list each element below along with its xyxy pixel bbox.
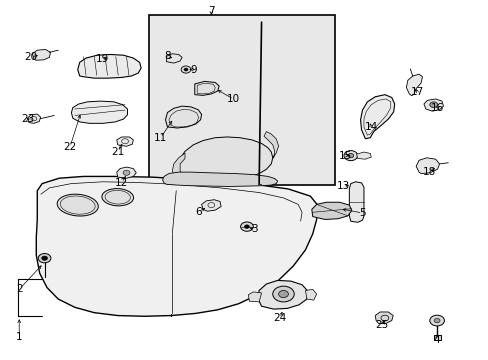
Circle shape <box>429 315 444 326</box>
Text: 24: 24 <box>272 313 285 323</box>
Circle shape <box>272 286 294 302</box>
Circle shape <box>433 319 439 323</box>
Circle shape <box>183 68 187 71</box>
Polygon shape <box>311 202 351 220</box>
Text: 10: 10 <box>227 94 240 104</box>
Circle shape <box>170 55 177 60</box>
Polygon shape <box>248 292 261 302</box>
Polygon shape <box>423 99 443 111</box>
Text: 16: 16 <box>429 103 443 113</box>
Text: 8: 8 <box>164 51 170 61</box>
Polygon shape <box>305 289 316 300</box>
Polygon shape <box>172 153 185 184</box>
Polygon shape <box>162 172 277 186</box>
Text: 21: 21 <box>111 147 124 157</box>
Text: 14: 14 <box>364 122 377 132</box>
Text: 25: 25 <box>375 320 388 330</box>
Polygon shape <box>360 95 394 139</box>
Polygon shape <box>36 176 317 316</box>
Circle shape <box>38 253 51 263</box>
Text: 15: 15 <box>339 150 352 161</box>
Polygon shape <box>71 101 127 123</box>
Text: 7: 7 <box>207 6 214 16</box>
Text: 19: 19 <box>95 54 108 64</box>
Circle shape <box>343 150 357 161</box>
Polygon shape <box>356 152 370 159</box>
Text: 11: 11 <box>154 133 167 143</box>
Polygon shape <box>406 74 422 96</box>
Polygon shape <box>32 49 50 60</box>
Bar <box>433 335 440 339</box>
Ellipse shape <box>102 189 133 206</box>
Polygon shape <box>166 54 182 63</box>
Text: 2: 2 <box>16 284 22 294</box>
Text: 9: 9 <box>190 64 196 75</box>
Polygon shape <box>194 81 219 95</box>
Circle shape <box>181 66 190 73</box>
Polygon shape <box>78 54 141 78</box>
Polygon shape <box>348 182 363 222</box>
Text: 4: 4 <box>433 334 440 345</box>
Polygon shape <box>374 312 392 323</box>
Polygon shape <box>117 167 136 178</box>
Text: 6: 6 <box>194 207 201 217</box>
Text: 22: 22 <box>63 142 77 152</box>
Polygon shape <box>165 106 201 128</box>
Polygon shape <box>27 114 41 123</box>
Polygon shape <box>117 137 133 146</box>
Text: 18: 18 <box>422 167 435 177</box>
Polygon shape <box>415 158 439 174</box>
Circle shape <box>41 256 47 260</box>
Polygon shape <box>264 132 278 158</box>
Text: 13: 13 <box>336 181 349 192</box>
Circle shape <box>123 170 130 175</box>
Circle shape <box>347 153 353 158</box>
Polygon shape <box>258 280 307 309</box>
Circle shape <box>244 225 249 228</box>
Text: 5: 5 <box>359 208 365 218</box>
Polygon shape <box>178 137 272 184</box>
Polygon shape <box>201 200 221 211</box>
Circle shape <box>429 102 437 108</box>
Text: 12: 12 <box>115 178 128 188</box>
Text: 17: 17 <box>410 87 424 97</box>
Bar <box>149 15 334 185</box>
Text: 1: 1 <box>16 332 22 342</box>
Ellipse shape <box>57 194 98 216</box>
Text: 20: 20 <box>24 52 38 62</box>
Text: 23: 23 <box>21 114 34 124</box>
Circle shape <box>278 291 288 298</box>
Circle shape <box>240 222 253 231</box>
Text: 3: 3 <box>250 225 257 234</box>
